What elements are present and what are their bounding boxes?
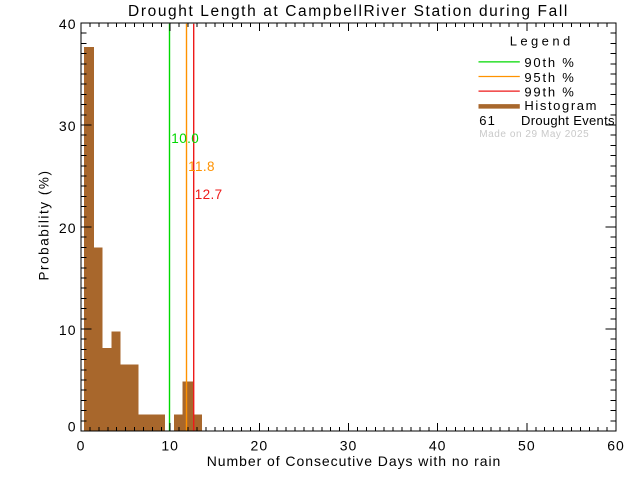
svg-text:12.7: 12.7 (195, 187, 223, 202)
svg-text:10: 10 (59, 322, 77, 338)
svg-text:20: 20 (251, 438, 269, 454)
svg-text:Drought Length at CampbellRive: Drought Length at CampbellRiver Station … (128, 3, 569, 20)
svg-text:61: 61 (479, 113, 496, 128)
svg-text:Legend: Legend (510, 34, 574, 49)
svg-text:Made on 29 May 2025: Made on 29 May 2025 (479, 129, 589, 140)
svg-text:Number of Consecutive Days wit: Number of Consecutive Days with no rain (207, 453, 502, 469)
svg-text:Drought Events: Drought Events (521, 113, 615, 128)
svg-text:Probability (%): Probability (%) (37, 169, 52, 280)
svg-text:10: 10 (161, 438, 179, 454)
svg-text:30: 30 (59, 118, 77, 134)
svg-text:40: 40 (429, 438, 447, 454)
svg-text:Histogram: Histogram (524, 98, 598, 113)
svg-text:40: 40 (59, 16, 77, 32)
svg-text:10.0: 10.0 (171, 131, 199, 146)
svg-text:0: 0 (77, 438, 86, 454)
svg-text:0: 0 (68, 418, 77, 434)
svg-text:60: 60 (607, 438, 625, 454)
svg-text:95th %: 95th % (524, 70, 575, 85)
svg-text:50: 50 (518, 438, 536, 454)
svg-text:30: 30 (340, 438, 358, 454)
svg-text:90th %: 90th % (524, 55, 575, 70)
svg-text:11.8: 11.8 (188, 159, 215, 174)
svg-text:99th %: 99th % (524, 84, 575, 99)
svg-text:20: 20 (59, 220, 77, 236)
